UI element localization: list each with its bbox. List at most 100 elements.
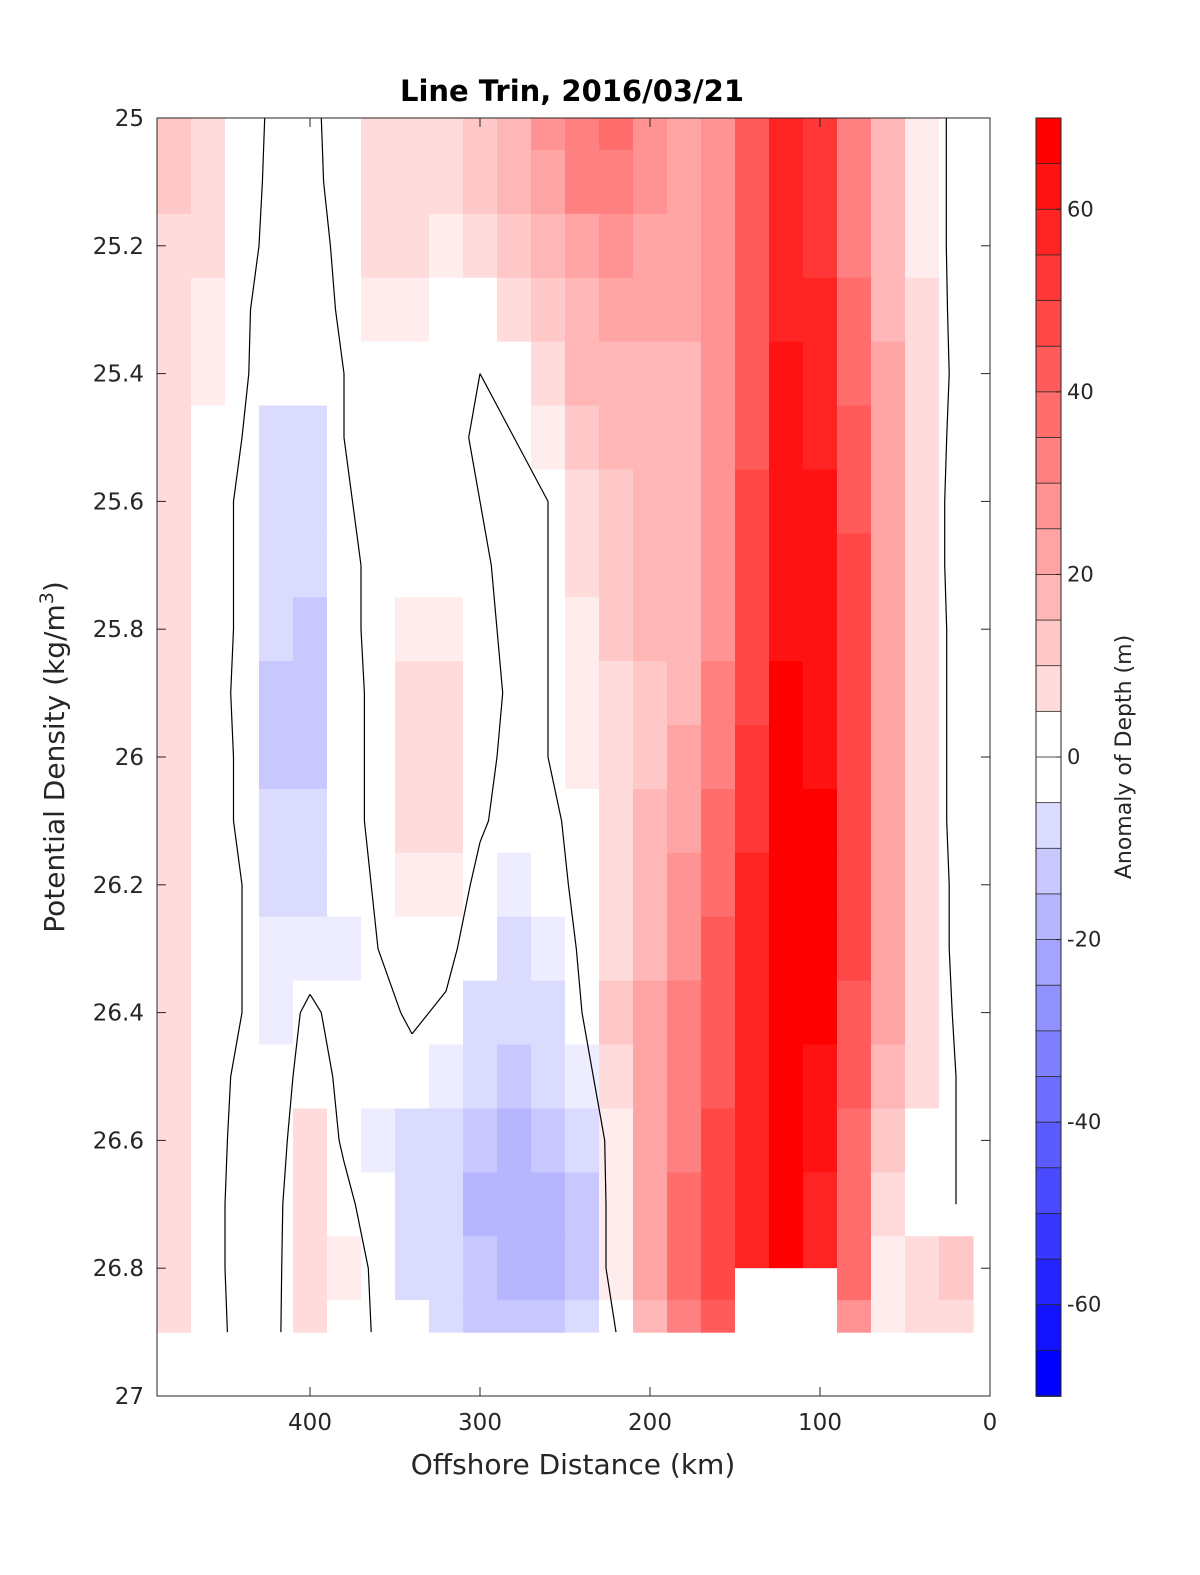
heatmap-cell	[837, 1172, 872, 1237]
heatmap-cell	[191, 149, 226, 215]
heatmap-cell	[871, 469, 906, 534]
heatmap-cell	[395, 661, 430, 726]
heatmap-cell	[837, 405, 872, 471]
heatmap-cell	[565, 916, 600, 982]
colorbar-tick-label: 60	[1067, 197, 1094, 221]
heatmap-cell	[871, 277, 906, 343]
heatmap-cell	[565, 1044, 600, 1110]
heatmap-cell	[701, 980, 736, 1046]
heatmap-cell	[701, 1236, 736, 1301]
heatmap-cell	[191, 469, 226, 534]
heatmap-cell	[633, 1172, 668, 1237]
heatmap-cell	[497, 277, 532, 343]
heatmap-cell	[565, 405, 600, 471]
heatmap-cell	[803, 341, 838, 407]
colorbar-swatch	[1035, 1076, 1062, 1124]
heatmap-cell	[463, 980, 498, 1046]
heatmap-cell	[259, 916, 294, 982]
heatmap-cell	[803, 980, 838, 1046]
heatmap-cell	[293, 405, 328, 471]
heatmap-cell	[599, 788, 634, 854]
heatmap-cell	[633, 469, 668, 534]
heatmap-cell	[939, 661, 974, 726]
heatmap-cell	[565, 725, 600, 790]
heatmap-cell	[225, 1236, 260, 1301]
heatmap-cell	[667, 916, 702, 982]
heatmap-cell	[463, 788, 498, 854]
heatmap-cell	[327, 788, 362, 854]
heatmap-cell	[191, 1108, 226, 1173]
heatmap-cell	[293, 277, 328, 343]
heatmap-cell	[939, 277, 974, 343]
heatmap-cell	[361, 533, 396, 598]
heatmap-cell	[667, 725, 702, 790]
x-tick-label: 0	[983, 1410, 998, 1436]
heatmap-cell	[531, 852, 566, 918]
heatmap-cell	[565, 213, 600, 279]
heatmap-cells	[157, 118, 974, 1334]
heatmap-cell	[327, 597, 362, 662]
heatmap-cell	[905, 118, 940, 151]
heatmap-cell	[429, 852, 464, 918]
heatmap-cell	[837, 661, 872, 726]
heatmap-cell	[361, 149, 396, 215]
colorbar-swatch	[1035, 1304, 1062, 1352]
heatmap-cell	[565, 469, 600, 534]
heatmap-cell	[293, 149, 328, 215]
heatmap-cell	[905, 788, 940, 854]
y-tick-label: 25.4	[93, 362, 144, 388]
heatmap-cell	[191, 661, 226, 726]
colorbar-swatch	[1035, 939, 1062, 987]
heatmap-cell	[565, 597, 600, 662]
heatmap-cell	[395, 149, 430, 215]
heatmap-cell	[871, 852, 906, 918]
heatmap-cell	[837, 1300, 872, 1333]
heatmap-cell	[429, 469, 464, 534]
heatmap-cell	[633, 916, 668, 982]
heatmap-cell	[599, 1236, 634, 1301]
heatmap-cell	[429, 788, 464, 854]
heatmap-cell	[633, 788, 668, 854]
chart-title: Line Trin, 2016/03/21	[400, 74, 744, 108]
heatmap-cell	[497, 1300, 532, 1333]
heatmap-cell	[599, 118, 634, 151]
heatmap-cell	[599, 852, 634, 918]
heatmap-cell	[735, 661, 770, 726]
heatmap-cell	[701, 149, 736, 215]
heatmap-cell	[259, 661, 294, 726]
heatmap-cell	[905, 725, 940, 790]
heatmap-cell	[633, 980, 668, 1046]
heatmap-cell	[259, 1044, 294, 1110]
heatmap-cell	[837, 277, 872, 343]
heatmap-cell	[905, 469, 940, 534]
heatmap-cell	[225, 597, 260, 662]
y-axis-label-close: )	[38, 581, 71, 592]
colorbar-swatch	[1035, 1121, 1062, 1169]
heatmap-cell	[939, 118, 974, 151]
heatmap-cell	[191, 277, 226, 343]
heatmap-cell	[191, 533, 226, 598]
y-tick-label: 26.8	[93, 1256, 144, 1282]
colorbar-tick-label: 20	[1067, 562, 1094, 586]
heatmap-cell	[361, 597, 396, 662]
heatmap-cell	[497, 1236, 532, 1301]
heatmap-cell	[225, 788, 260, 854]
heatmap-cell	[395, 469, 430, 534]
heatmap-cell	[599, 1300, 634, 1333]
heatmap-cell	[293, 533, 328, 598]
heatmap-cell	[871, 661, 906, 726]
heatmap-cell	[599, 469, 634, 534]
y-tick-label: 25.6	[93, 489, 144, 515]
heatmap-cell	[463, 725, 498, 790]
heatmap-cell	[395, 277, 430, 343]
heatmap-cell	[701, 788, 736, 854]
heatmap-cell	[157, 788, 192, 854]
heatmap-cell	[395, 405, 430, 471]
heatmap-cell	[769, 788, 804, 854]
heatmap-cell	[361, 213, 396, 279]
heatmap-cell	[633, 341, 668, 407]
colorbar-swatch	[1035, 756, 1062, 804]
heatmap-cell	[429, 341, 464, 407]
colorbar-tick-label: -40	[1067, 1110, 1101, 1134]
